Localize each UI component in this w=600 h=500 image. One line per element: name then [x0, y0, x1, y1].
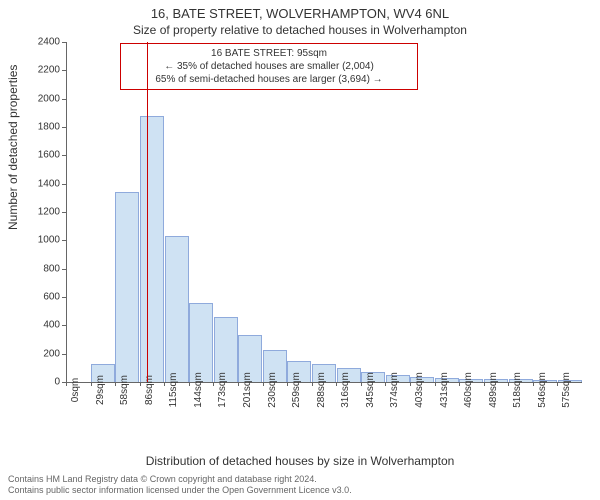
- footer-line-1: Contains HM Land Registry data © Crown c…: [8, 474, 352, 485]
- xtick-mark: [557, 382, 558, 386]
- xtick-mark: [533, 382, 534, 386]
- xtick-label: 316sqm: [340, 372, 351, 408]
- xtick-label: 144sqm: [193, 372, 204, 408]
- footer-attribution: Contains HM Land Registry data © Crown c…: [8, 474, 352, 497]
- xtick-mark: [385, 382, 386, 386]
- xtick-label: 86sqm: [144, 375, 155, 405]
- ytick-label: 800: [30, 263, 60, 274]
- ytick-mark: [62, 184, 66, 185]
- xtick-mark: [484, 382, 485, 386]
- ytick-mark: [62, 240, 66, 241]
- xtick-label: 518sqm: [512, 372, 523, 408]
- xtick-label: 460sqm: [463, 372, 474, 408]
- ytick-mark: [62, 127, 66, 128]
- ytick-label: 2200: [30, 65, 60, 76]
- histogram-bar: [115, 192, 139, 382]
- xtick-label: 489sqm: [488, 372, 499, 408]
- xtick-mark: [66, 382, 67, 386]
- xtick-mark: [459, 382, 460, 386]
- ytick-mark: [62, 269, 66, 270]
- histogram-bar: [189, 303, 213, 382]
- xtick-mark: [361, 382, 362, 386]
- ytick-mark: [62, 70, 66, 71]
- ytick-label: 2000: [30, 93, 60, 104]
- ytick-label: 200: [30, 348, 60, 359]
- xtick-label: 546sqm: [537, 372, 548, 408]
- xtick-label: 0sqm: [70, 378, 81, 402]
- annotation-box: 16 BATE STREET: 95sqm ← 35% of detached …: [120, 43, 418, 90]
- ytick-mark: [62, 42, 66, 43]
- property-marker-line: [147, 42, 148, 382]
- xtick-label: 374sqm: [389, 372, 400, 408]
- histogram-bar: [165, 236, 189, 382]
- annotation-line-1: 16 BATE STREET: 95sqm: [127, 47, 411, 60]
- ytick-mark: [62, 354, 66, 355]
- ytick-label: 1400: [30, 178, 60, 189]
- ytick-label: 400: [30, 320, 60, 331]
- xtick-mark: [336, 382, 337, 386]
- y-axis-label: Number of detached properties: [6, 65, 20, 230]
- ytick-label: 1200: [30, 207, 60, 218]
- xtick-mark: [91, 382, 92, 386]
- ytick-mark: [62, 212, 66, 213]
- ytick-label: 1800: [30, 122, 60, 133]
- ytick-label: 1000: [30, 235, 60, 246]
- xtick-mark: [115, 382, 116, 386]
- ytick-mark: [62, 99, 66, 100]
- footer-line-2: Contains public sector information licen…: [8, 485, 352, 496]
- xtick-label: 403sqm: [414, 372, 425, 408]
- histogram-plot: 0200400600800100012001400160018002000220…: [66, 42, 582, 382]
- ytick-mark: [62, 297, 66, 298]
- xtick-label: 173sqm: [217, 372, 228, 408]
- y-axis-line: [66, 42, 67, 382]
- chart-title-sub: Size of property relative to detached ho…: [0, 23, 600, 37]
- chart-title-main: 16, BATE STREET, WOLVERHAMPTON, WV4 6NL: [0, 6, 600, 21]
- ytick-label: 600: [30, 292, 60, 303]
- xtick-mark: [312, 382, 313, 386]
- annotation-line-2: ← 35% of detached houses are smaller (2,…: [127, 60, 411, 73]
- ytick-label: 2400: [30, 37, 60, 48]
- xtick-label: 115sqm: [168, 373, 179, 408]
- ytick-mark: [62, 325, 66, 326]
- xtick-label: 288sqm: [316, 372, 327, 408]
- annotation-line-3: 65% of semi-detached houses are larger (…: [127, 73, 411, 86]
- ytick-mark: [62, 155, 66, 156]
- xtick-mark: [508, 382, 509, 386]
- ytick-label: 0: [30, 377, 60, 388]
- histogram-bar: [140, 116, 164, 382]
- xtick-mark: [287, 382, 288, 386]
- xtick-label: 259sqm: [291, 372, 302, 408]
- xtick-label: 29sqm: [95, 375, 106, 405]
- xtick-label: 575sqm: [561, 372, 572, 408]
- xtick-mark: [263, 382, 264, 386]
- xtick-label: 201sqm: [242, 372, 253, 408]
- x-axis-label: Distribution of detached houses by size …: [0, 454, 600, 468]
- xtick-mark: [435, 382, 436, 386]
- xtick-mark: [189, 382, 190, 386]
- xtick-label: 431sqm: [439, 372, 450, 408]
- xtick-label: 345sqm: [365, 372, 376, 408]
- xtick-mark: [213, 382, 214, 386]
- xtick-mark: [140, 382, 141, 386]
- ytick-label: 1600: [30, 150, 60, 161]
- xtick-mark: [164, 382, 165, 386]
- xtick-label: 230sqm: [267, 372, 278, 408]
- xtick-mark: [410, 382, 411, 386]
- xtick-mark: [238, 382, 239, 386]
- xtick-label: 58sqm: [119, 375, 130, 405]
